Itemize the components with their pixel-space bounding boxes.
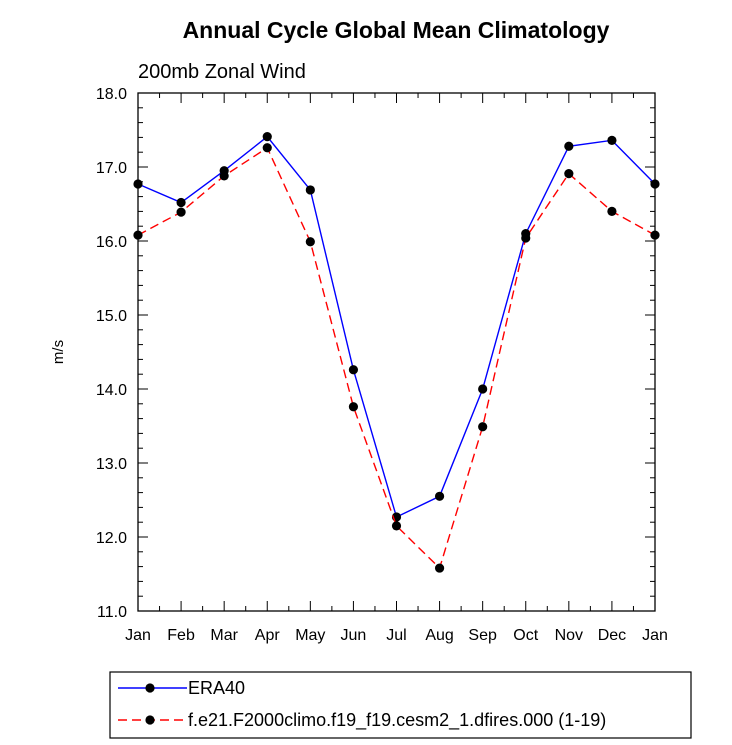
y-tick-label: 18.0 <box>96 86 127 103</box>
y-tick-label: 14.0 <box>96 382 127 399</box>
data-point <box>521 233 531 243</box>
legend-label: f.e21.F2000climo.f19_f19.cesm2_1.dfires.… <box>188 710 606 731</box>
y-tick-label: 11.0 <box>97 604 127 621</box>
x-tick-label: Dec <box>598 627 626 644</box>
x-tick-label: Nov <box>555 627 583 644</box>
data-point <box>348 365 359 375</box>
x-tick-label: Jun <box>341 627 367 644</box>
data-point <box>478 422 488 432</box>
data-point <box>607 206 617 216</box>
x-tick-label: Mar <box>210 627 238 644</box>
series-layer <box>133 132 660 573</box>
data-point <box>176 197 186 208</box>
legend-entries: ERA40 f.e21.F2000climo.f19_f19.cesm2_1.df… <box>118 678 606 731</box>
legend-entry: f.e21.F2000climo.f19_f19.cesm2_1.dfires.… <box>118 710 606 731</box>
data-point <box>434 563 445 573</box>
legend-marker <box>145 683 155 693</box>
y-tick-label: 16.0 <box>96 234 127 251</box>
data-point <box>478 384 488 394</box>
data-point <box>262 143 272 153</box>
x-tick-label: Apr <box>255 627 281 644</box>
x-tick-label: Jan <box>642 627 668 644</box>
data-point <box>564 141 574 151</box>
series-line <box>137 135 656 519</box>
legend: ERA40 f.e21.F2000climo.f19_f19.cesm2_1.df… <box>109 671 692 739</box>
x-tick-label: Jan <box>125 627 151 644</box>
y-axis-label: m/s <box>50 340 67 364</box>
data-point <box>262 132 272 142</box>
x-tick-label: May <box>295 627 325 644</box>
y-tick-label: 13.0 <box>96 456 127 473</box>
x-tick-label: Jul <box>386 627 406 644</box>
plot-frame <box>137 92 656 612</box>
x-tick-label: Aug <box>425 627 453 644</box>
x-tick-label: Oct <box>513 627 538 644</box>
data-point <box>391 521 402 531</box>
x-tick-label: Sep <box>468 627 497 644</box>
data-point <box>305 237 315 247</box>
y-tick-label: 12.0 <box>96 530 127 547</box>
y-tick-label: 15.0 <box>96 308 127 325</box>
data-point <box>305 185 315 195</box>
chart-subtitle: 200mb Zonal Wind <box>138 61 306 83</box>
legend-marker <box>145 715 155 725</box>
chart-title: Annual Cycle Global Mean Climatology <box>183 17 610 43</box>
data-point <box>219 171 229 181</box>
tick-labels: Jan Feb Mar Apr May Jun Jul Aug Sep Oct Nov Dec Jan 1… <box>96 86 668 644</box>
series-1 <box>133 132 660 522</box>
x-tick-label: Feb <box>167 627 195 644</box>
legend-entry: ERA40 <box>118 678 245 698</box>
legend-box <box>109 671 692 739</box>
data-point <box>434 491 445 501</box>
data-point <box>607 135 617 145</box>
data-point <box>176 207 186 217</box>
y-tick-label: 17.0 <box>96 160 127 177</box>
data-point <box>348 402 359 412</box>
axis-ticks <box>137 92 656 612</box>
legend-label: ERA40 <box>188 678 245 698</box>
data-point <box>564 169 574 179</box>
series-2 <box>133 143 660 573</box>
series-line <box>137 146 656 570</box>
